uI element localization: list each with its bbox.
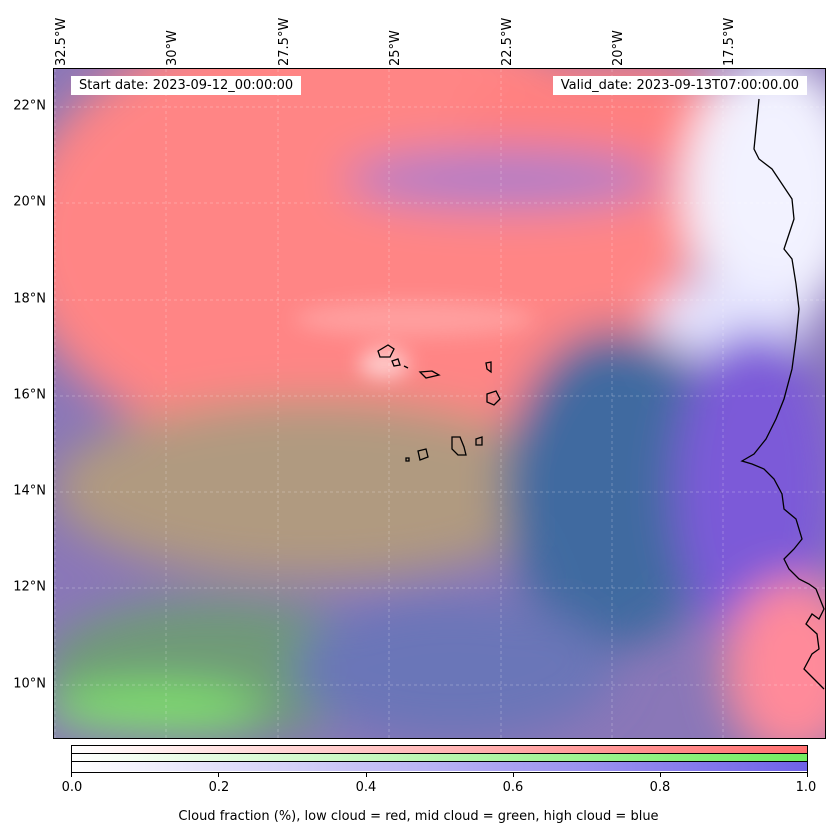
lon-label-32-5w: 32.5°W bbox=[54, 17, 69, 66]
cloud-fraction-map bbox=[53, 68, 826, 739]
colorbar-tick-label: 1.0 bbox=[795, 780, 817, 795]
cape-verde-islands bbox=[377, 344, 501, 462]
graticule bbox=[54, 69, 825, 738]
colorbar-tick-label: 0.4 bbox=[355, 780, 377, 795]
lat-label-18n: 18°N bbox=[13, 291, 46, 307]
lon-label-22-5w: 22.5°W bbox=[500, 17, 515, 66]
lon-label-25w: 25°W bbox=[388, 30, 403, 66]
high-cloud-east bbox=[674, 329, 825, 649]
colorbar-low-cloud bbox=[72, 746, 807, 754]
colorbar-tick bbox=[71, 773, 72, 777]
high-cloud-south bbox=[294, 599, 614, 738]
lon-label-30w: 30°W bbox=[165, 30, 180, 66]
colorbar bbox=[71, 745, 808, 773]
colorbar-tick-label: 0.0 bbox=[61, 780, 83, 795]
colorbar-tick-label: 0.6 bbox=[502, 780, 524, 795]
lat-label-22n: 22°N bbox=[13, 98, 46, 114]
lon-label-17-5w: 17.5°W bbox=[722, 17, 737, 66]
lat-label-20n: 20°N bbox=[13, 194, 46, 210]
colorbar-caption: Cloud fraction (%), low cloud = red, mid… bbox=[178, 809, 659, 824]
colorbar-tick bbox=[218, 773, 219, 777]
colorbar-tick bbox=[366, 773, 367, 777]
colorbar-mid-cloud bbox=[72, 754, 807, 762]
mid-cloud-belt bbox=[54, 399, 574, 579]
valid-date-label: Valid_date: 2023-09-13T07:00:00.00 bbox=[552, 76, 807, 95]
colorbar-tick-label: 0.2 bbox=[208, 780, 230, 795]
colorbar-tick bbox=[807, 773, 808, 777]
lat-label-12n: 12°N bbox=[13, 579, 46, 595]
colorbar-tick bbox=[660, 773, 661, 777]
high-cloud-band-north bbox=[344, 149, 664, 209]
african-coastline bbox=[740, 98, 825, 690]
lat-label-14n: 14°N bbox=[13, 483, 46, 499]
colorbar-high-cloud bbox=[72, 762, 807, 771]
clear-ocean-southeast bbox=[504, 329, 724, 649]
lat-label-10n: 10°N bbox=[13, 676, 46, 692]
start-date-label: Start date: 2023-09-12_00:00:00 bbox=[71, 76, 302, 95]
colorbar-tick-label: 0.8 bbox=[649, 780, 671, 795]
low-cloud-southeast bbox=[724, 579, 825, 738]
lat-label-16n: 16°N bbox=[13, 387, 46, 403]
lon-label-27-5w: 27.5°W bbox=[277, 17, 292, 66]
mid-cloud-southwest bbox=[54, 684, 264, 734]
colorbar-tick bbox=[513, 773, 514, 777]
lon-label-20w: 20°W bbox=[611, 30, 626, 66]
